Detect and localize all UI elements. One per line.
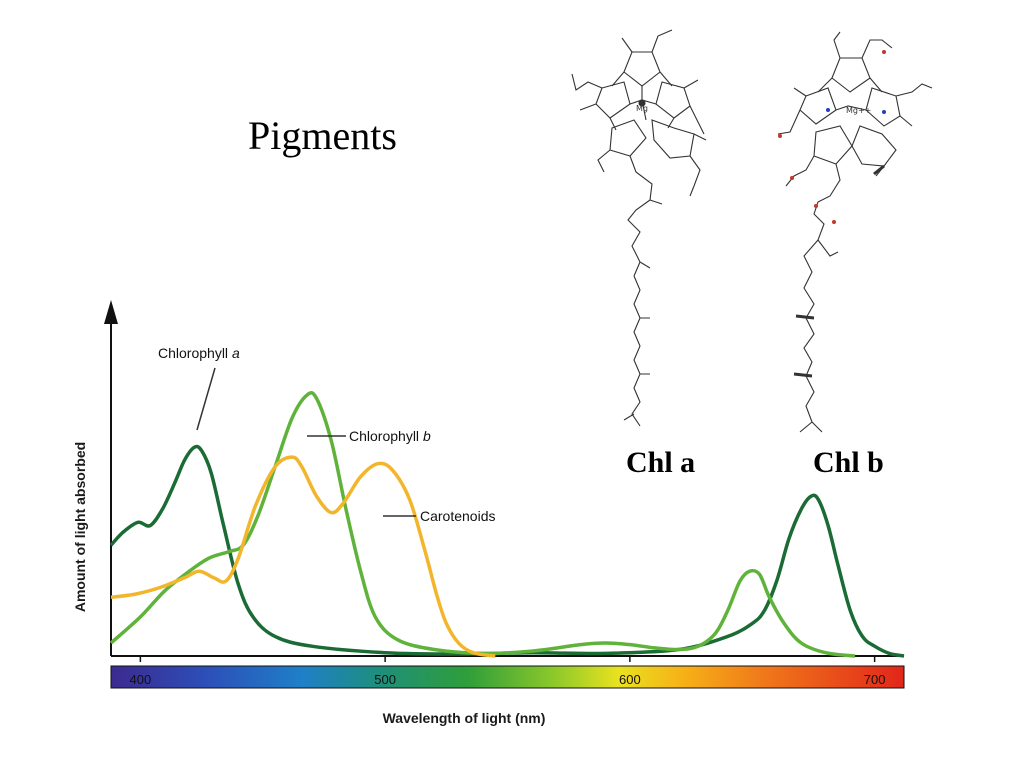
- y-axis-label: Amount of light absorbed: [72, 442, 88, 612]
- callout-leader-chlorophyll-a: [196, 367, 216, 431]
- slide-title: Pigments: [248, 113, 397, 158]
- chl-b-metal-label: Mg++: [846, 106, 871, 115]
- x-tick-label-600: 600: [619, 672, 641, 687]
- chl-a-structure: Mg: [571, 29, 707, 427]
- x-axis-label: Wavelength of light (nm): [383, 710, 546, 726]
- callout-label-chlorophyll-a: Chlorophyll a: [158, 345, 240, 361]
- chl-a-metal-label: Mg: [636, 104, 648, 113]
- chl-b-label: Chl b: [813, 446, 884, 479]
- series-line-carotenoids: [110, 455, 496, 658]
- spectrum-bar: [110, 665, 905, 689]
- chl-a-label: Chl a: [626, 446, 696, 479]
- x-tick-label-500: 500: [374, 672, 396, 687]
- callout-label-carotenoids: Carotenoids: [420, 508, 496, 524]
- x-tick-label-700: 700: [864, 672, 886, 687]
- x-tick-label-400: 400: [130, 672, 152, 687]
- y-axis-arrow: [104, 300, 118, 324]
- chl-b-structure: Mg++: [777, 31, 933, 433]
- callout-label-chlorophyll-b: Chlorophyll b: [349, 428, 431, 444]
